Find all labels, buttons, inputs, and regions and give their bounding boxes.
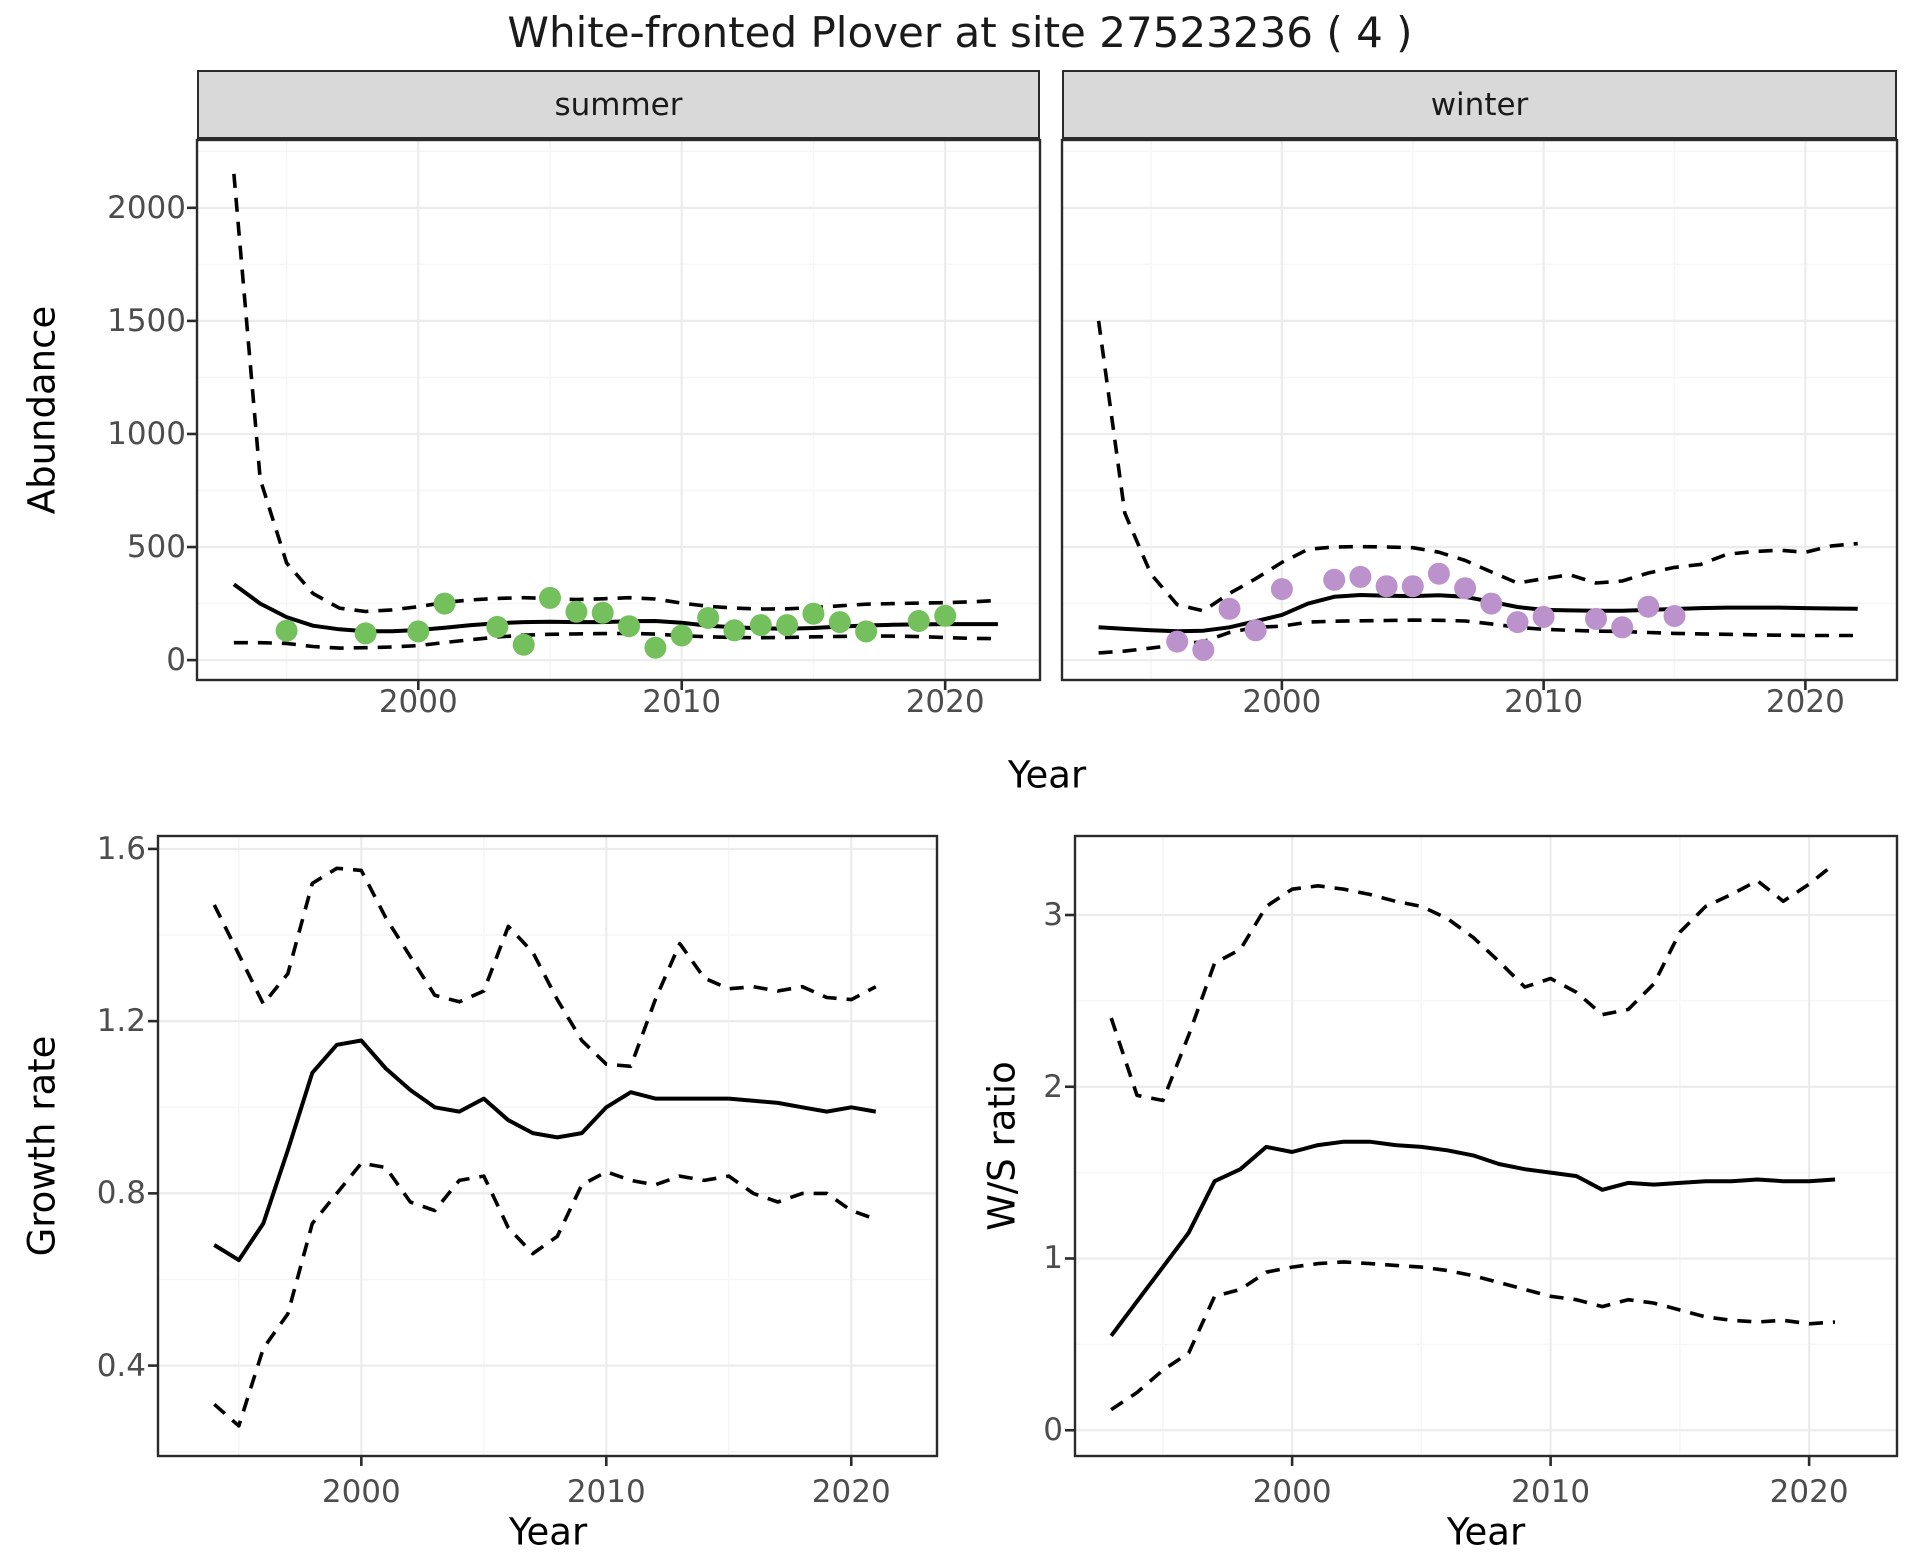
x-tick-label: 2020 <box>1765 684 1845 720</box>
abundance-y-axis-title: Abundance <box>20 305 64 515</box>
data-point-observed_counts_summer <box>855 620 878 643</box>
facet-strip-summer: summer <box>197 70 1040 140</box>
y-tick-label: 1000 <box>107 415 186 452</box>
data-point-observed_counts_summer <box>275 619 298 642</box>
data-point-observed_counts_winter <box>1375 575 1398 598</box>
x-tick-label: 2010 <box>1511 1474 1591 1510</box>
series-lower_95ci-growth-rate <box>213 1161 877 1428</box>
x-tick-label: 2000 <box>1252 1474 1332 1510</box>
series-ws_ratio_mean-ws-ratio <box>1109 1139 1836 1338</box>
data-point-observed_counts_winter <box>1532 605 1555 628</box>
ws-ratio-y-axis-title: W/S ratio <box>980 1061 1024 1231</box>
y-tick-label: 2 <box>1043 1068 1063 1105</box>
panel-border <box>195 138 1042 682</box>
data-point-observed_counts_summer <box>907 610 930 632</box>
data-point-observed_counts_summer <box>565 600 588 623</box>
ws-ratio-x-axis-title: Year <box>1446 1510 1526 1554</box>
y-tick-label: 1.6 <box>96 830 146 867</box>
data-point-observed_counts_winter <box>1637 595 1660 618</box>
growth-rate-y-axis-title: Growth rate <box>20 1035 64 1257</box>
series-upper_95ci-ws-ratio <box>1109 862 1837 1103</box>
x-tick-label: 2020 <box>905 684 985 720</box>
series-modelled_mean-abundance-winter <box>1098 593 1858 634</box>
panel-background <box>1075 836 1897 1456</box>
series-upper_95ci-abundance-summer <box>232 173 998 614</box>
growth-rate-x-axis-title: Year <box>508 1510 588 1554</box>
data-point-observed_counts_summer <box>697 607 720 629</box>
data-point-observed_counts_summer <box>723 619 746 642</box>
data-point-observed_counts_winter <box>1480 592 1503 615</box>
series-upper_95ci-growth-rate <box>212 866 877 1069</box>
x-tick-label: 2020 <box>811 1474 891 1510</box>
x-tick-label: 2000 <box>321 1474 401 1510</box>
data-point-observed_counts_summer <box>433 592 456 615</box>
y-tick-label: 1.2 <box>96 1003 146 1040</box>
data-point-observed_counts_winter <box>1454 577 1477 600</box>
data-point-observed_counts_summer <box>749 614 772 637</box>
panel-abundance-winter <box>1060 138 1899 690</box>
data-point-observed_counts_summer <box>802 602 825 625</box>
y-tick-label: 1500 <box>107 302 186 339</box>
data-point-observed_counts_winter <box>1506 611 1529 634</box>
series-lower_95ci-ws-ratio <box>1110 1260 1836 1412</box>
data-point-observed_counts_summer <box>644 636 667 659</box>
x-tick-label: 2020 <box>1769 1474 1849 1510</box>
y-tick-label: 0 <box>1043 1412 1063 1449</box>
y-tick-label: 0.4 <box>96 1347 146 1384</box>
data-point-observed_counts_summer <box>934 604 957 627</box>
data-point-observed_counts_summer <box>407 620 430 643</box>
abundance-x-axis-title: Year <box>1007 753 1087 797</box>
series-lower_95ci-abundance-winter <box>1098 618 1858 655</box>
x-tick-label: 2000 <box>1242 684 1322 720</box>
data-point-observed_counts_summer <box>512 633 535 656</box>
data-point-observed_counts_winter <box>1663 605 1686 627</box>
data-point-observed_counts_summer <box>539 586 561 609</box>
facet-strip-winter: winter <box>1062 70 1897 140</box>
data-point-observed_counts_winter <box>1323 568 1346 591</box>
y-tick-label: 0.8 <box>96 1175 146 1212</box>
data-point-observed_counts_winter <box>1427 562 1450 585</box>
panel-abundance-summer <box>187 138 1042 690</box>
data-point-observed_counts_winter <box>1611 616 1634 639</box>
panel-border <box>1060 138 1899 682</box>
panel-background <box>158 836 937 1456</box>
panel-border <box>1073 834 1899 1458</box>
data-point-observed_counts_winter <box>1192 638 1215 661</box>
data-point-observed_counts_winter <box>1166 630 1189 653</box>
series-growth_rate_mean-growth-rate <box>213 1038 877 1263</box>
data-point-observed_counts_summer <box>776 614 799 637</box>
data-point-observed_counts_summer <box>618 615 640 638</box>
chart-title: White-fronted Plover at site 27523236 ( … <box>507 8 1413 57</box>
y-tick-label: 500 <box>126 529 186 566</box>
y-tick-label: 1 <box>1043 1240 1063 1277</box>
facet-strip-summer-label: summer <box>554 86 683 123</box>
data-point-observed_counts_winter <box>1218 597 1241 620</box>
data-point-observed_counts_summer <box>354 622 377 645</box>
data-point-observed_counts_winter <box>1349 565 1372 588</box>
data-point-observed_counts_winter <box>1401 575 1424 598</box>
y-tick-label: 2000 <box>107 189 186 226</box>
data-point-observed_counts_winter <box>1270 578 1293 601</box>
data-point-observed_counts_winter <box>1585 607 1607 630</box>
data-point-observed_counts_summer <box>670 624 693 647</box>
y-tick-label: 0 <box>166 642 186 679</box>
panel-growth-rate <box>148 834 939 1466</box>
panel-background <box>1062 140 1897 680</box>
x-tick-label: 2010 <box>642 684 722 720</box>
data-point-observed_counts_winter <box>1244 619 1267 642</box>
panel-border <box>156 834 939 1458</box>
data-point-observed_counts_summer <box>828 611 851 634</box>
x-tick-label: 2010 <box>566 1474 646 1510</box>
data-point-observed_counts_summer <box>486 615 509 638</box>
x-tick-label: 2000 <box>378 684 458 720</box>
panel-ws-ratio <box>1065 834 1899 1466</box>
y-tick-label: 3 <box>1043 897 1063 933</box>
facet-strip-winter-label: winter <box>1430 86 1529 123</box>
data-point-observed_counts_summer <box>591 601 614 624</box>
x-tick-label: 2010 <box>1504 684 1584 720</box>
panel-background <box>197 140 1040 680</box>
